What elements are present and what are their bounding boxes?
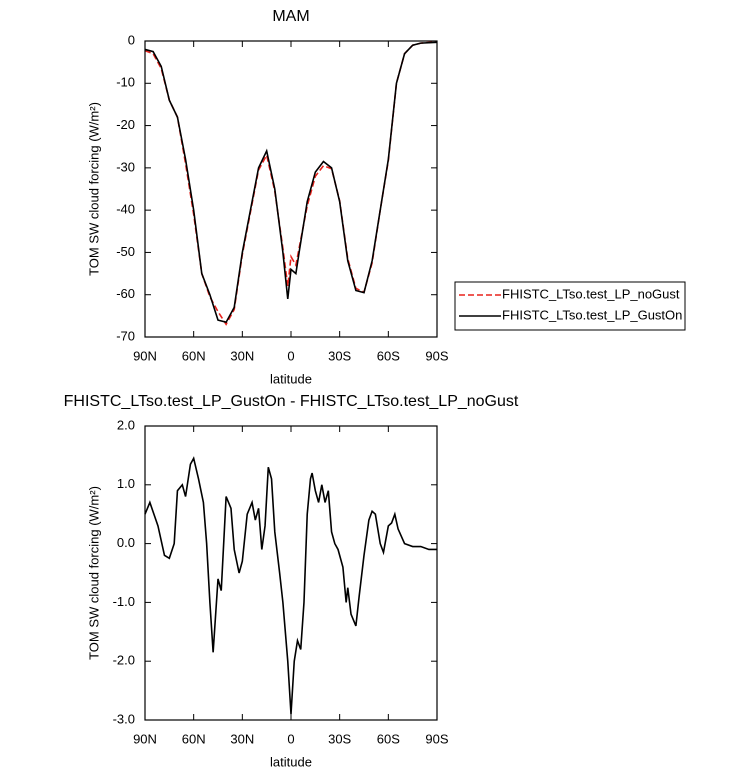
y-tick-label: -2.0 — [113, 653, 135, 668]
data-line — [144, 41, 438, 324]
x-tick-label: 30S — [328, 731, 351, 746]
x-tick-label: 90S — [425, 348, 448, 363]
y-tick-label: -10 — [116, 75, 135, 90]
y-tick-label: 0.0 — [117, 535, 135, 550]
x-tick-label: 60N — [182, 731, 206, 746]
legend-label: FHISTC_LTso.test_LP_GustOn — [502, 307, 682, 322]
x-tick-label: 90N — [133, 731, 157, 746]
x-tick-label: 0 — [287, 348, 294, 363]
chart-title: FHISTC_LTso.test_LP_GustOn - FHISTC_LTso… — [64, 393, 519, 410]
y-tick-label: -3.0 — [113, 711, 135, 726]
legend-box — [454, 281, 686, 331]
y-tick-label: 2.0 — [117, 417, 135, 432]
y-tick-label: -1.0 — [113, 594, 135, 609]
x-tick-label: 60S — [377, 348, 400, 363]
x-tick-label: 90N — [133, 348, 157, 363]
y-tick-label: 1.0 — [117, 476, 135, 491]
y-tick-label: 0 — [128, 32, 135, 47]
x-tick-label: 30S — [328, 348, 351, 363]
x-tick-label: 30N — [230, 348, 254, 363]
x-tick-label: 60N — [182, 348, 206, 363]
x-axis-label: latitude — [270, 371, 312, 386]
y-axis-label: TOM SW cloud forcing (W/m²) — [86, 102, 101, 276]
x-tick-label: 60S — [377, 731, 400, 746]
y-axis-label: TOM SW cloud forcing (W/m²) — [86, 486, 101, 660]
data-line — [144, 456, 437, 715]
y-tick-label: -40 — [116, 202, 135, 217]
chart-title: MAM — [272, 8, 309, 25]
plot-frame — [144, 40, 438, 338]
x-tick-label: 30N — [230, 731, 254, 746]
x-tick-label: 90S — [425, 731, 448, 746]
y-tick-label: -30 — [116, 159, 135, 174]
legend-label: FHISTC_LTso.test_LP_noGust — [502, 286, 680, 301]
x-axis-label: latitude — [270, 754, 312, 769]
y-tick-label: -60 — [116, 286, 135, 301]
y-tick-label: -50 — [116, 244, 135, 259]
y-tick-label: -70 — [116, 328, 135, 343]
y-tick-label: -20 — [116, 117, 135, 132]
x-tick-label: 0 — [287, 731, 294, 746]
